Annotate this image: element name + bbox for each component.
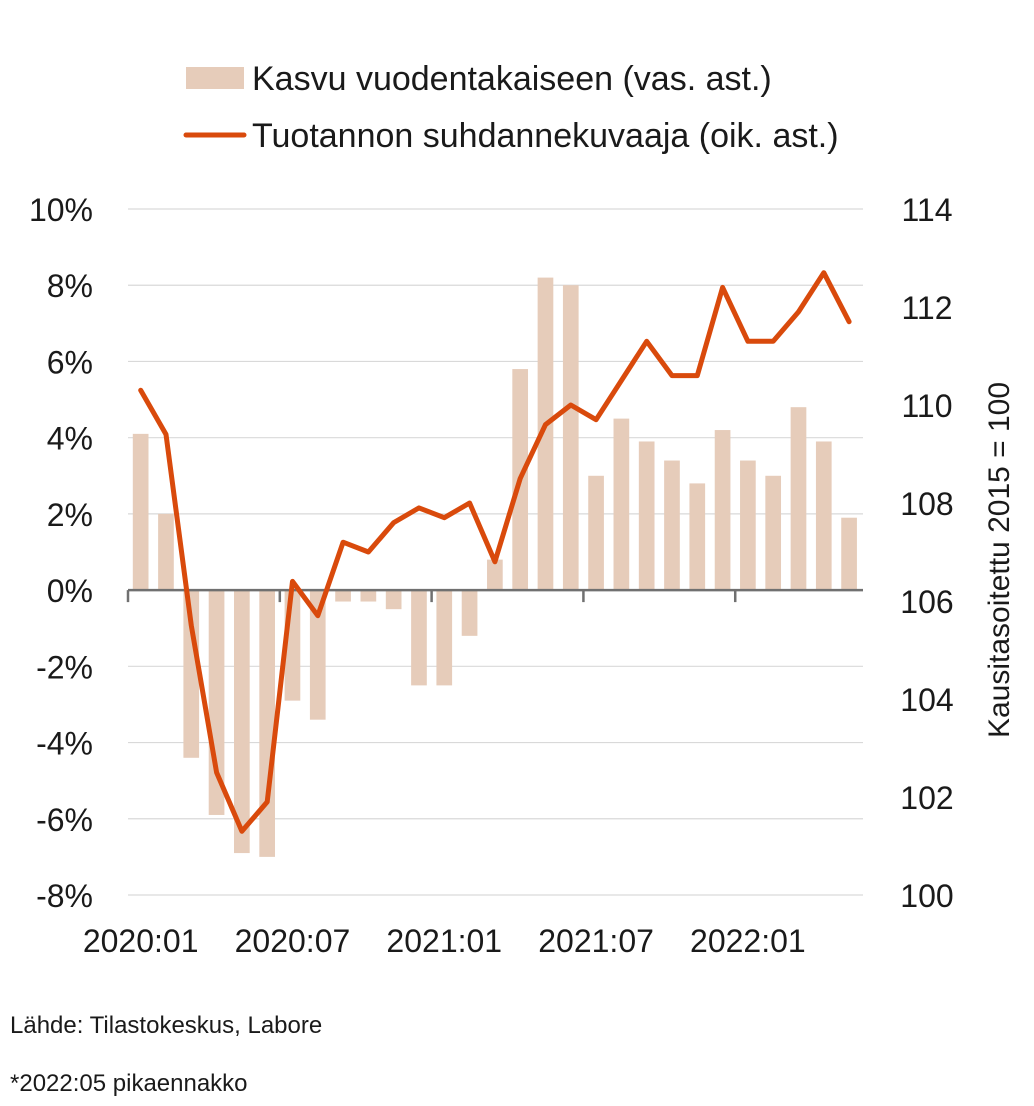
bar (158, 513, 174, 591)
bar (815, 441, 832, 591)
bar (765, 475, 782, 591)
right-tick-label: 114 (901, 192, 952, 228)
bar (487, 559, 503, 591)
bar (335, 590, 351, 602)
x-tick-label: 2020:01 (83, 923, 199, 959)
left-tick-label: 2% (47, 497, 93, 533)
bar (613, 418, 630, 591)
bar (537, 277, 554, 591)
bar (562, 285, 579, 591)
gridlines (128, 208, 863, 896)
line-series (138, 270, 852, 834)
line-path (138, 270, 852, 834)
bar (664, 460, 680, 591)
bar (638, 441, 655, 591)
bar (790, 407, 807, 591)
right-tick-label: 104 (900, 682, 953, 718)
bar (309, 590, 326, 720)
right-tick-label: 102 (900, 780, 953, 816)
right-tick-label: 112 (901, 290, 952, 326)
bar (689, 483, 706, 591)
bar (588, 475, 604, 591)
x-axis (126, 588, 863, 603)
left-tick-label: -8% (36, 878, 93, 914)
left-tick-label: 0% (47, 573, 93, 609)
x-tick-label: 2021:01 (386, 923, 502, 959)
left-tick-label: 6% (47, 344, 93, 380)
bar (436, 590, 453, 686)
bar-series (132, 277, 857, 857)
left-tick-label: -6% (36, 802, 93, 838)
x-axis-labels: 2020:01 2020:07 2021:01 2021:07 2022:01 (83, 923, 806, 959)
bar (714, 430, 731, 591)
left-tick-label: -4% (36, 726, 93, 762)
chart: Kasvu vuodentakaiseen (vas. ast.) Tuotan… (29, 60, 1016, 959)
bar (385, 590, 402, 610)
x-tick-label: 2020:07 (235, 923, 351, 959)
footnote: *2022:05 pikaennakko (10, 1070, 248, 1097)
bar (360, 590, 377, 602)
legend-bar-swatch (186, 67, 244, 89)
right-tick-label: 110 (901, 388, 952, 424)
right-axis-title: Kausitasoitettu 2015 = 100 (983, 382, 1016, 738)
bar (259, 590, 275, 857)
legend-bar-label: Kasvu vuodentakaiseen (vas. ast.) (252, 60, 772, 98)
bar (411, 590, 427, 686)
source-note: Lähde: Tilastokeskus, Labore (10, 1012, 323, 1039)
x-tick-label: 2022:01 (690, 923, 806, 959)
right-tick-label: 108 (900, 486, 953, 522)
bar (841, 517, 857, 591)
left-axis: 10% 8% 6% 4% 2% 0% -2% -4% -6% -8% (29, 192, 93, 914)
left-tick-label: 10% (29, 192, 93, 228)
right-axis: 114 112 110 108 106 104 102 100 (900, 192, 953, 914)
legend: Kasvu vuodentakaiseen (vas. ast.) Tuotan… (183, 60, 839, 155)
bar (461, 590, 478, 636)
bar (740, 460, 756, 591)
bar (234, 590, 250, 854)
left-tick-label: -2% (36, 649, 93, 685)
right-tick-label: 100 (900, 878, 953, 914)
left-tick-label: 8% (47, 268, 93, 304)
x-tick-label: 2021:07 (538, 923, 654, 959)
bar (132, 433, 149, 591)
right-tick-label: 106 (900, 584, 953, 620)
bar (183, 590, 200, 758)
legend-line-label: Tuotannon suhdannekuvaaja (oik. ast.) (252, 117, 839, 155)
left-tick-label: 4% (47, 421, 93, 457)
